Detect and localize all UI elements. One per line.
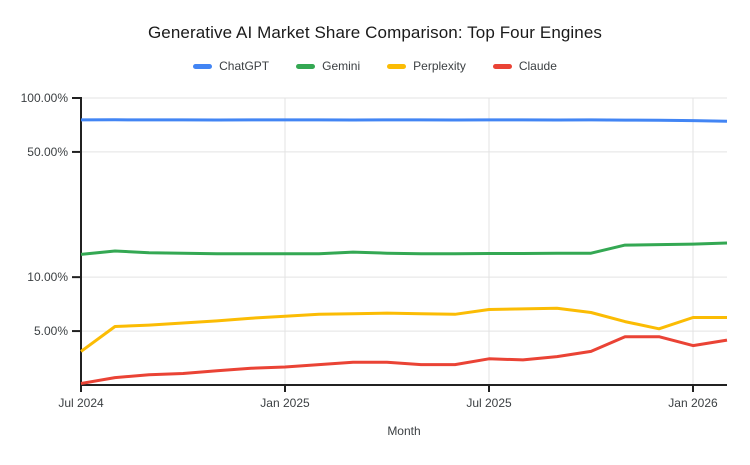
- legend-swatch-claude: [492, 63, 512, 69]
- legend-label-gemini: Gemini: [322, 59, 361, 73]
- chart-legend: ChatGPT Gemini Perplexity Claude: [0, 59, 750, 73]
- series-line-perplexity: [80, 306, 727, 353]
- legend-label-chatgpt: ChatGPT: [219, 59, 270, 73]
- series-line-chatgpt: [80, 118, 728, 123]
- x-axis-title: Month: [387, 424, 421, 438]
- legend-item-chatgpt: ChatGPT: [193, 59, 269, 73]
- y-axis-tick-label: 100.00%: [21, 91, 69, 105]
- y-axis-tick-label: 10.00%: [27, 270, 68, 284]
- x-axis-tick-label: Jul 2024: [58, 396, 104, 410]
- x-axis-tick-label: Jan 2025: [260, 396, 310, 410]
- x-axis-tick-label: Jan 2026: [668, 396, 718, 410]
- legend-label-perplexity: Perplexity: [413, 59, 466, 73]
- x-axis-tick-label: Jul 2025: [466, 396, 512, 410]
- legend-item-perplexity: Perplexity: [387, 59, 466, 73]
- series-line-gemini: [80, 241, 728, 256]
- y-axis-tick-label: 5.00%: [34, 324, 68, 338]
- legend-swatch-gemini: [296, 63, 316, 69]
- legend-swatch-chatgpt: [193, 63, 213, 69]
- chart-title: Generative AI Market Share Comparison: T…: [147, 23, 603, 42]
- legend-swatch-perplexity: [387, 63, 407, 69]
- legend-label-claude: Claude: [518, 59, 557, 73]
- legend-item-claude: Claude: [492, 59, 557, 73]
- series-line-claude: [80, 335, 728, 385]
- y-axis-tick-label: 50.00%: [27, 145, 68, 159]
- legend-item-gemini: Gemini: [296, 59, 360, 73]
